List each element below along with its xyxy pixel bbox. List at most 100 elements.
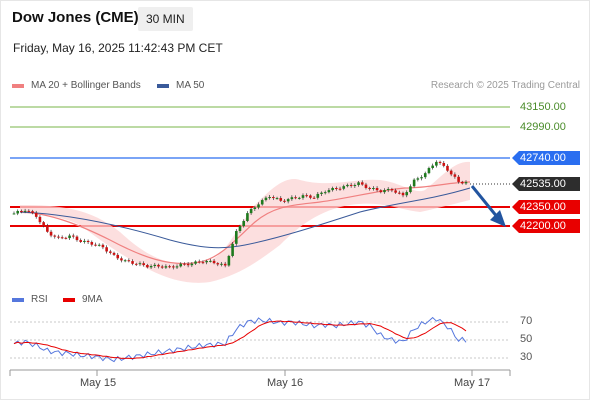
candle-body: [127, 260, 131, 262]
ma20-line: [19, 181, 471, 265]
candle-body: [216, 263, 220, 265]
candle-body: [338, 188, 342, 190]
candle-body: [290, 197, 294, 200]
ma20-swatch: [12, 83, 24, 88]
candle-body: [75, 236, 79, 241]
candle-body: [372, 188, 375, 190]
candle-body: [209, 260, 212, 262]
candle-body: [390, 188, 394, 191]
candle-body: [301, 195, 305, 198]
legend-ma20-label: MA 20 + Bollinger Bands: [31, 80, 141, 91]
candle-body: [160, 266, 164, 268]
legend-ma20: MA 20 + Bollinger Bands: [12, 80, 141, 91]
rsi-tick-30: 30: [520, 351, 533, 363]
candle-body: [405, 192, 409, 196]
candle-body: [64, 237, 68, 239]
candle-body: [312, 197, 316, 199]
candle-body: [286, 199, 290, 202]
candle-body: [435, 161, 438, 166]
candle-body: [260, 200, 264, 205]
candle-body: [283, 200, 286, 202]
candle-body: [86, 240, 90, 243]
candle-body: [294, 197, 297, 199]
candle-body: [401, 192, 405, 196]
price-tag-42200: 42200.00: [512, 219, 580, 233]
candle-body: [342, 186, 346, 189]
candle-body: [105, 247, 108, 252]
legend-rsi-label: RSI: [31, 294, 48, 305]
rsi-line: [13, 316, 467, 363]
candle-body: [157, 264, 160, 267]
rsi-tick-50: 50: [520, 333, 533, 345]
forecast-arrow-shaft: [470, 185, 500, 219]
x-label-may16: May 16: [267, 377, 304, 389]
candle-body: [23, 210, 27, 212]
candle-body: [349, 184, 353, 186]
candle-body: [153, 264, 157, 266]
ma50-swatch: [157, 83, 169, 88]
candle-body: [90, 242, 94, 245]
timeframe-badge[interactable]: 30 MIN: [138, 7, 193, 31]
candle-body: [142, 263, 145, 266]
candle-body: [412, 179, 416, 187]
candle-body: [331, 188, 334, 191]
candle-body: [94, 244, 97, 246]
candle-body: [335, 188, 338, 190]
price-tag-42990: 42990.00: [520, 121, 566, 133]
candle-body: [231, 243, 234, 256]
candle-body: [353, 185, 357, 187]
candle-body: [79, 240, 82, 242]
candle-body: [275, 198, 279, 200]
candle-body: [449, 170, 453, 175]
candle-body: [257, 204, 260, 208]
candle-body: [420, 177, 423, 179]
candle-body: [212, 260, 216, 264]
candle-body: [101, 244, 105, 248]
candle-body: [442, 162, 446, 166]
candle-body: [316, 193, 320, 198]
candle-body: [398, 192, 401, 194]
chart-datetime: Friday, May 16, 2025 11:42:43 PM CET: [13, 41, 223, 55]
candle-body: [357, 182, 360, 186]
candle-body: [346, 184, 349, 187]
forecast-arrow-head: [490, 210, 506, 227]
candle-body: [190, 263, 194, 266]
candle-body: [57, 236, 60, 238]
candle-body: [60, 237, 64, 239]
candle-body: [120, 258, 123, 261]
candle-body: [253, 207, 257, 209]
legend-ma50: MA 50: [157, 80, 204, 91]
legend-rsi-ma: 9MA: [63, 294, 103, 305]
candle-body: [446, 165, 449, 171]
candle-body: [146, 265, 149, 268]
candle-body: [268, 197, 271, 199]
candle-body: [386, 188, 390, 191]
candle-body: [460, 181, 464, 184]
candle-body: [172, 266, 175, 268]
candle-body: [97, 244, 101, 246]
price-tag-43150: 43150.00: [520, 101, 566, 113]
candle-body: [116, 254, 120, 259]
candle-body: [179, 263, 183, 267]
candle-body: [83, 240, 86, 242]
candle-body: [123, 260, 127, 262]
candle-body: [201, 262, 205, 264]
candle-body: [138, 263, 142, 265]
candle-body: [246, 213, 249, 221]
candle-body: [242, 220, 246, 227]
candle-body: [12, 213, 16, 215]
candle-body: [375, 188, 379, 191]
candle-body: [16, 210, 20, 214]
candle-body: [205, 260, 208, 263]
candle-body: [457, 176, 460, 182]
candle-body: [383, 190, 386, 193]
candle-body: [323, 192, 327, 194]
candle-body: [175, 266, 179, 268]
candle-body: [134, 263, 138, 265]
candlestick-series: [12, 160, 468, 270]
price-tag-42350: 42350.00: [512, 200, 580, 214]
x-label-may17: May 17: [454, 377, 491, 389]
candle-body: [34, 212, 38, 217]
candle-body: [31, 211, 34, 213]
